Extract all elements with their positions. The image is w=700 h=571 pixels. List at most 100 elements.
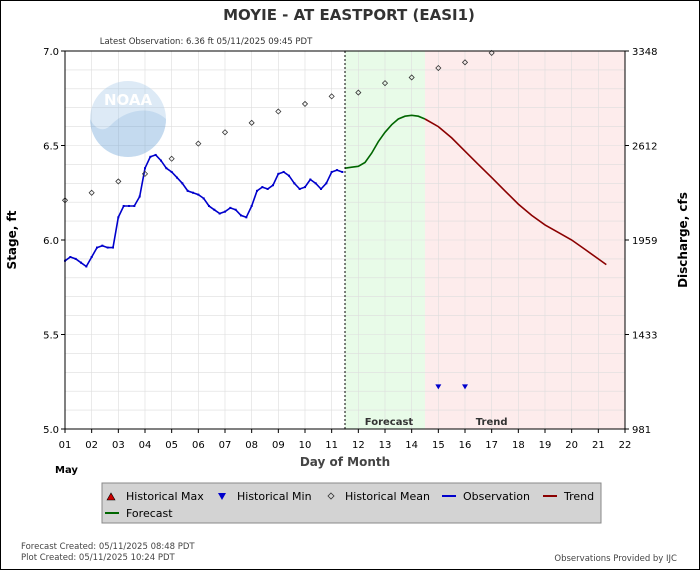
historical-mean-point	[168, 155, 175, 162]
y-axis-left-label: Stage, ft	[5, 210, 19, 269]
observation-point	[101, 244, 104, 247]
historical-mean-point	[221, 129, 229, 136]
legend-entry-historical-max: Historical Max	[106, 490, 204, 503]
legend-entry-observation: Observation	[442, 490, 530, 503]
observation-line	[64, 153, 343, 268]
observation-point	[282, 170, 285, 173]
observation-point	[218, 212, 221, 215]
observation-point	[85, 265, 88, 268]
legend-label-historical-max: Historical Max	[126, 490, 204, 503]
observation-point	[224, 210, 226, 213]
trend-line	[424, 118, 607, 266]
observation-point	[117, 216, 120, 219]
y-tick-label-left: 5.5	[43, 331, 59, 342]
y-tick-label-right: 1959	[632, 236, 657, 247]
x-tick-label: 11	[325, 440, 338, 451]
x-tick-label: 16	[459, 440, 472, 451]
historical-mean-point	[408, 74, 415, 81]
historical-mean-point	[488, 49, 495, 56]
x-tick-label: 12	[352, 440, 365, 451]
legend-entry-historical-mean: Historical Mean	[327, 490, 430, 503]
y-tick-label-left: 7.0	[43, 47, 59, 58]
observation-point	[149, 155, 152, 158]
observation-point	[138, 195, 141, 198]
y-tick-label-left: 5.0	[43, 425, 59, 436]
chart-title: MOYIE - AT EASTPORT (EASI1)	[223, 6, 475, 24]
x-tick-label: 19	[539, 440, 552, 451]
provider-text: Observations Provided by IJC	[554, 554, 677, 564]
x-tick-label: 07	[219, 440, 232, 451]
observation-point	[272, 184, 274, 187]
historical-mean-point	[115, 178, 122, 185]
grid-lines	[64, 50, 626, 430]
trend-region-label: Trend	[476, 417, 508, 428]
forecast-line	[344, 114, 426, 169]
observation-point	[106, 246, 109, 249]
x-tick-label: 04	[139, 440, 152, 451]
observation-point	[245, 216, 248, 219]
observation-point	[69, 256, 72, 259]
observation-point	[277, 172, 280, 175]
x-tick-label: 17	[485, 440, 498, 451]
historical-mean-point	[88, 189, 95, 196]
forecast-region-label: Forecast	[365, 417, 414, 428]
historical-min-point	[435, 384, 442, 390]
legend-box	[101, 482, 602, 524]
x-tick-label: 02	[85, 440, 98, 451]
observation-point	[304, 186, 306, 189]
forecast-created-text: Forecast Created: 05/11/2025 08:48 PDT	[21, 542, 195, 552]
triangle-up-icon	[106, 492, 116, 501]
x-tick-label: 05	[165, 440, 178, 451]
series-layer	[61, 49, 607, 390]
legend-label-forecast: Forecast	[126, 507, 173, 520]
historical-mean-point	[248, 119, 255, 126]
triangle-down-icon	[218, 493, 226, 500]
noaa-logo: NOAA	[90, 81, 166, 157]
observation-point	[288, 174, 290, 177]
observation-point	[96, 246, 98, 249]
observation-point	[261, 186, 264, 189]
x-tick-label: 06	[192, 440, 205, 451]
historical-mean-point	[461, 59, 469, 66]
historical-mean-point	[275, 108, 282, 115]
observation-point	[309, 178, 312, 181]
x-tick-label: 03	[112, 440, 125, 451]
observation-point	[90, 256, 93, 259]
x-tick-label: 08	[245, 440, 258, 451]
observation-point	[298, 187, 301, 190]
observation-point	[250, 204, 253, 207]
historical-mean-point	[355, 89, 362, 96]
observation-point	[293, 182, 296, 185]
observation-point	[128, 204, 130, 207]
x-tick-label: 01	[59, 440, 72, 451]
observation-point	[122, 204, 125, 207]
observation-point	[181, 182, 184, 185]
observation-point	[80, 261, 82, 264]
observation-point	[154, 153, 157, 156]
legend-entry-forecast: Forecast	[105, 507, 173, 520]
observation-point	[320, 187, 322, 190]
observation-point	[170, 170, 173, 173]
y-axis-right-label: Discharge, cfs	[676, 192, 690, 288]
observation-point	[186, 189, 189, 192]
x-axis-month: May	[55, 465, 78, 476]
legend: Historical Max Historical Min Historical…	[101, 482, 602, 524]
observation-point	[144, 167, 146, 170]
observation-point	[192, 191, 194, 194]
y-tick-label-right: 981	[632, 425, 651, 436]
historical-min-point	[462, 384, 468, 390]
x-tick-label: 20	[565, 440, 578, 451]
y-tick-label-right: 1433	[632, 331, 657, 342]
x-tick-label: 15	[432, 440, 445, 451]
historical-mean-point	[141, 170, 149, 177]
observation-point	[213, 208, 216, 211]
y-tick-label-left: 6.0	[43, 236, 59, 247]
x-tick-label: 10	[299, 440, 312, 451]
diamond-icon	[327, 492, 335, 500]
legend-label-trend: Trend	[563, 490, 594, 503]
observation-point	[234, 208, 237, 211]
observation-point	[160, 159, 162, 162]
axes-layer: 01 02 03 04 05 06 07 08 09 10 11 12 13 14 15 16 17 18 19 20…	[43, 47, 657, 451]
